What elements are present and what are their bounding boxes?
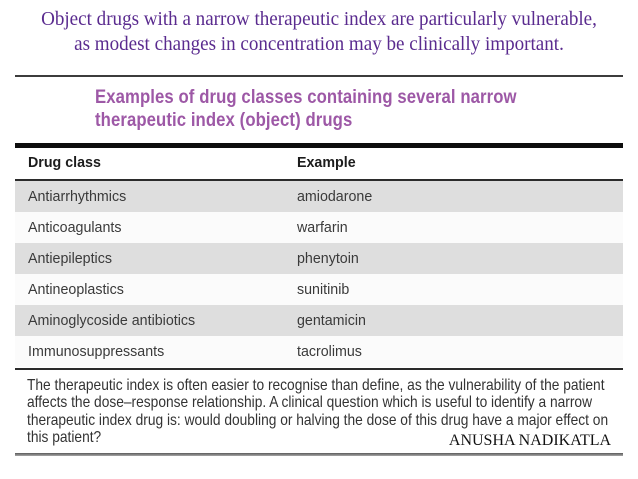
cell-example: warfarin: [297, 219, 348, 236]
column-header-drug-class: Drug class: [28, 154, 101, 171]
table-row: Antiepileptics phenytoin: [15, 243, 623, 274]
table-row: Antiarrhythmics amiodarone: [15, 181, 623, 212]
cell-drug-class: Anticoagulants: [28, 219, 122, 236]
table-heading-divider: [15, 143, 623, 148]
slide-title: Object drugs with a narrow therapeutic i…: [0, 7, 638, 58]
cell-example: phenytoin: [297, 250, 359, 267]
cell-example: sunitinib: [297, 281, 350, 298]
slide-bottom-rule: [15, 453, 623, 456]
cell-drug-class: Antineoplastics: [28, 281, 124, 298]
table-bottom-divider: [15, 368, 623, 370]
cell-drug-class: Immunosuppressants: [28, 343, 165, 360]
header-row-divider: [15, 179, 623, 181]
table-row: Anticoagulants warfarin: [15, 212, 623, 243]
table-column-headers: Drug class Example: [15, 151, 623, 179]
table-heading: Examples of drug classes containing seve…: [95, 87, 517, 131]
table-footnote: The therapeutic index is often easier to…: [27, 377, 609, 447]
cell-drug-class: Antiarrhythmics: [28, 188, 127, 205]
cell-drug-class: Aminoglycoside antibiotics: [28, 312, 196, 329]
cell-example: amiodarone: [297, 188, 373, 205]
cell-example: tacrolimus: [297, 343, 362, 360]
column-header-example: Example: [297, 154, 356, 171]
author-credit: ANUSHA NADIKATLA: [448, 432, 612, 449]
cell-example: gentamicin: [297, 312, 366, 329]
slide-title-line1: Object drugs with a narrow therapeutic i…: [41, 8, 597, 30]
table-row: Aminoglycoside antibiotics gentamicin: [15, 305, 623, 336]
cell-drug-class: Antiepileptics: [28, 250, 112, 267]
table-top-rule: [15, 75, 623, 77]
slide-title-line2: as modest changes in concentration may b…: [74, 33, 564, 56]
table-body: Antiarrhythmics amiodarone Anticoagulant…: [15, 181, 623, 367]
table-row: Antineoplastics sunitinib: [15, 274, 623, 305]
table-row: Immunosuppressants tacrolimus: [15, 336, 623, 367]
